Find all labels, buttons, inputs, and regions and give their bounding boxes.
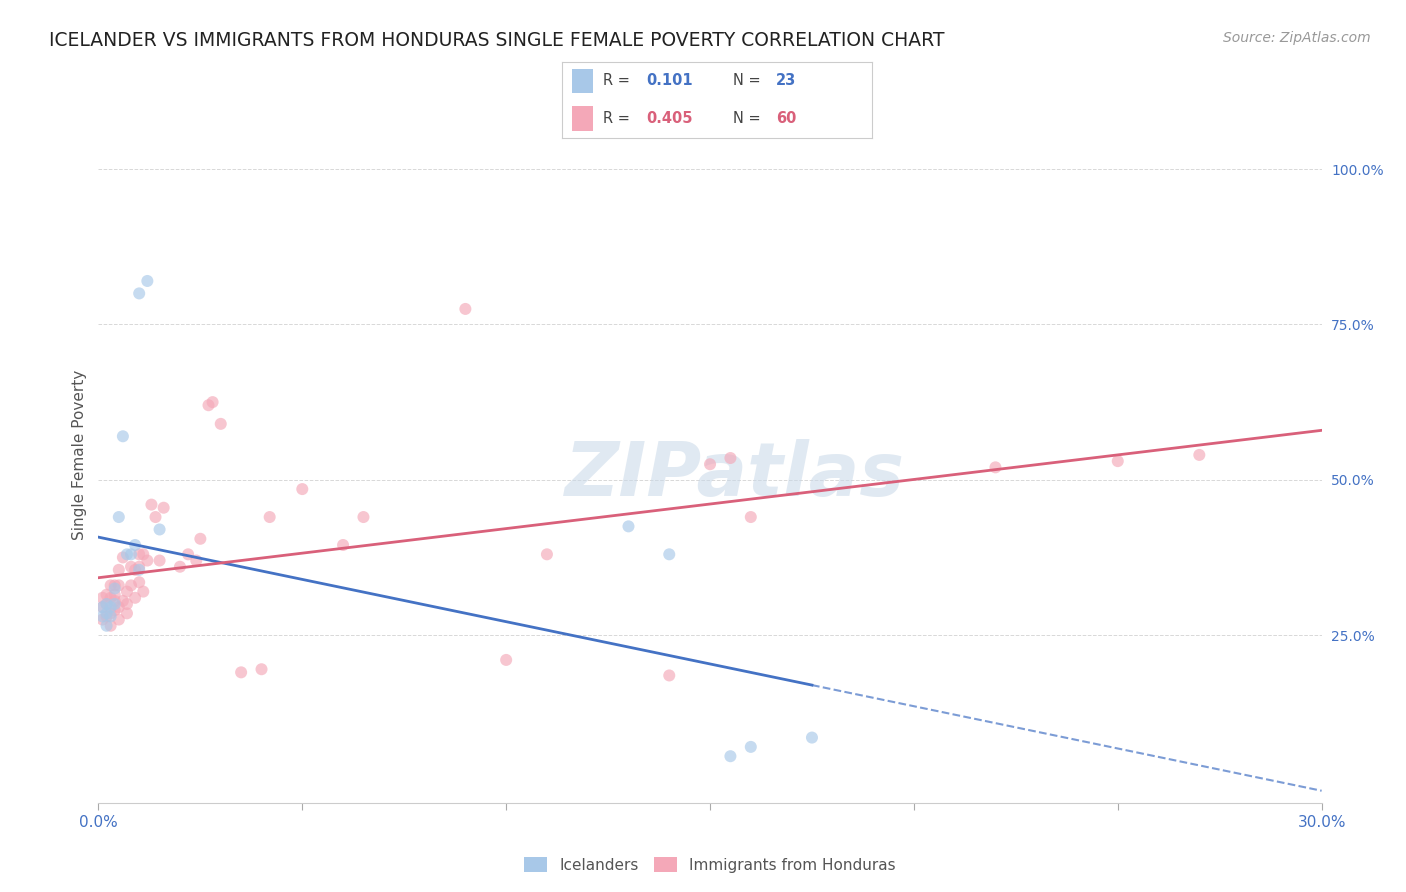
Point [149, 523, 172, 537]
Point [91, 600, 114, 615]
Text: N =: N = [733, 73, 761, 88]
Point [740, 739, 762, 754]
Text: ICELANDER VS IMMIGRANTS FROM HONDURAS SINGLE FEMALE POVERTY CORRELATION CHART: ICELANDER VS IMMIGRANTS FROM HONDURAS SI… [49, 31, 945, 50]
Text: 23: 23 [776, 73, 796, 88]
Point [128, 559, 150, 574]
Point [96, 588, 118, 602]
Point [259, 510, 281, 524]
Point [136, 274, 159, 288]
Point [124, 591, 146, 605]
Point [91, 609, 114, 624]
Point [152, 500, 174, 515]
Point [740, 510, 762, 524]
Point [100, 591, 122, 605]
Point [100, 607, 122, 621]
Text: R =: R = [603, 111, 630, 126]
Point [96, 619, 118, 633]
Bar [572, 69, 593, 93]
Point [231, 665, 253, 680]
Point [104, 588, 127, 602]
Point [128, 547, 150, 561]
Point [115, 584, 138, 599]
Bar [572, 106, 593, 130]
Point [984, 460, 1007, 475]
Point [128, 563, 150, 577]
Text: 0.405: 0.405 [645, 111, 692, 126]
Text: Source: ZipAtlas.com: Source: ZipAtlas.com [1223, 31, 1371, 45]
Text: ZIPatlas: ZIPatlas [564, 439, 904, 512]
Y-axis label: Single Female Poverty: Single Female Poverty [72, 370, 87, 540]
Point [91, 613, 114, 627]
Point [96, 597, 118, 611]
Point [96, 597, 118, 611]
Point [100, 619, 122, 633]
Point [801, 731, 824, 745]
Point [120, 578, 142, 592]
Point [699, 457, 721, 471]
Point [108, 578, 131, 592]
Legend: Icelanders, Immigrants from Honduras: Icelanders, Immigrants from Honduras [519, 850, 901, 879]
Point [188, 532, 212, 546]
Point [96, 609, 118, 624]
Point [111, 550, 134, 565]
Point [169, 559, 191, 574]
Point [186, 553, 208, 567]
Text: N =: N = [733, 111, 761, 126]
Point [120, 559, 142, 574]
Point [108, 510, 131, 524]
Point [132, 584, 155, 599]
Point [720, 749, 742, 764]
Point [197, 398, 219, 412]
Point [104, 597, 127, 611]
Point [720, 450, 742, 465]
Point [332, 538, 354, 552]
Point [108, 563, 131, 577]
Point [96, 607, 118, 621]
Point [1188, 448, 1211, 462]
Point [536, 547, 558, 561]
Text: R =: R = [603, 73, 630, 88]
Point [658, 668, 681, 682]
Point [115, 597, 138, 611]
Point [100, 578, 122, 592]
Point [104, 582, 127, 596]
Point [617, 519, 640, 533]
Point [149, 553, 172, 567]
Point [1107, 454, 1129, 468]
Point [495, 653, 517, 667]
Point [100, 609, 122, 624]
Point [291, 482, 314, 496]
Point [454, 301, 477, 316]
Point [177, 547, 200, 561]
Point [124, 563, 146, 577]
Point [91, 600, 114, 615]
Point [100, 600, 122, 615]
Point [124, 538, 146, 552]
Point [250, 662, 273, 676]
Point [132, 547, 155, 561]
Text: 60: 60 [776, 111, 796, 126]
Point [111, 594, 134, 608]
Point [658, 547, 681, 561]
Point [128, 575, 150, 590]
Text: 0.101: 0.101 [645, 73, 693, 88]
Point [108, 613, 131, 627]
Point [136, 553, 159, 567]
Point [128, 286, 150, 301]
Point [115, 607, 138, 621]
Point [352, 510, 374, 524]
Point [201, 395, 224, 409]
Point [209, 417, 232, 431]
Point [104, 603, 127, 617]
Point [111, 429, 134, 443]
Point [104, 594, 127, 608]
Point [108, 600, 131, 615]
Point [145, 510, 167, 524]
Point [104, 578, 127, 592]
Point [141, 498, 163, 512]
Point [115, 547, 138, 561]
Point [91, 591, 114, 605]
Point [120, 547, 142, 561]
